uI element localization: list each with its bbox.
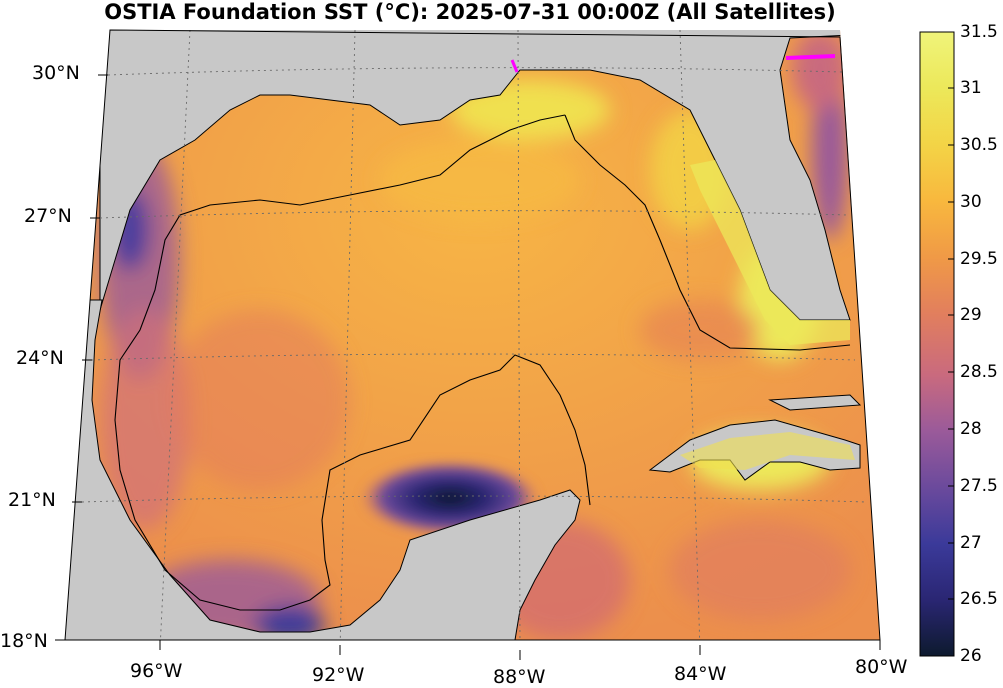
lon-label: 84°W <box>674 663 727 685</box>
florida-warm-band <box>690 160 850 345</box>
colorbar <box>919 31 955 657</box>
lat-label: 21°N <box>8 489 56 511</box>
map-area <box>65 30 880 640</box>
cuba-warm-band <box>680 432 855 470</box>
lat-label: 27°N <box>24 205 72 227</box>
lon-label: 80°W <box>855 656 908 678</box>
magenta-track-small <box>510 59 519 73</box>
colorbar-tick-label: 27 <box>960 533 982 553</box>
isobath-contour-west <box>114 114 591 611</box>
lat-label: 18°N <box>0 630 48 652</box>
lat-label: 30°N <box>32 62 80 84</box>
map-title: OSTIA Foundation SST (°C): 2025-07-31 00… <box>104 0 836 24</box>
colorbar-tick-label: 28 <box>960 419 982 439</box>
magenta-track <box>785 54 836 60</box>
colorbar-tick-label: 26.5 <box>960 589 998 609</box>
lon-label: 96°W <box>130 660 183 682</box>
colorbar-tick-label: 30 <box>960 192 982 212</box>
colorbar-tick-label: 28.5 <box>960 362 998 382</box>
colorbar-tick-label: 30.5 <box>960 135 998 155</box>
colorbar-tick-label: 31 <box>960 78 982 98</box>
colorbar-ticks <box>948 31 954 657</box>
lat-label: 24°N <box>16 347 64 369</box>
isobath-contour <box>564 114 851 351</box>
lon-label: 88°W <box>493 666 546 688</box>
colorbar-tick-label: 29 <box>960 305 982 325</box>
colorbar-tick-label: 29.5 <box>960 249 998 269</box>
graticule <box>81 30 867 640</box>
lon-label: 92°W <box>312 664 365 686</box>
colorbar-tick-label: 26 <box>960 646 982 666</box>
colorbar-tick-label: 27.5 <box>960 476 998 496</box>
axis-ticks <box>55 74 881 660</box>
colorbar-tick-label: 31.5 <box>960 22 998 42</box>
